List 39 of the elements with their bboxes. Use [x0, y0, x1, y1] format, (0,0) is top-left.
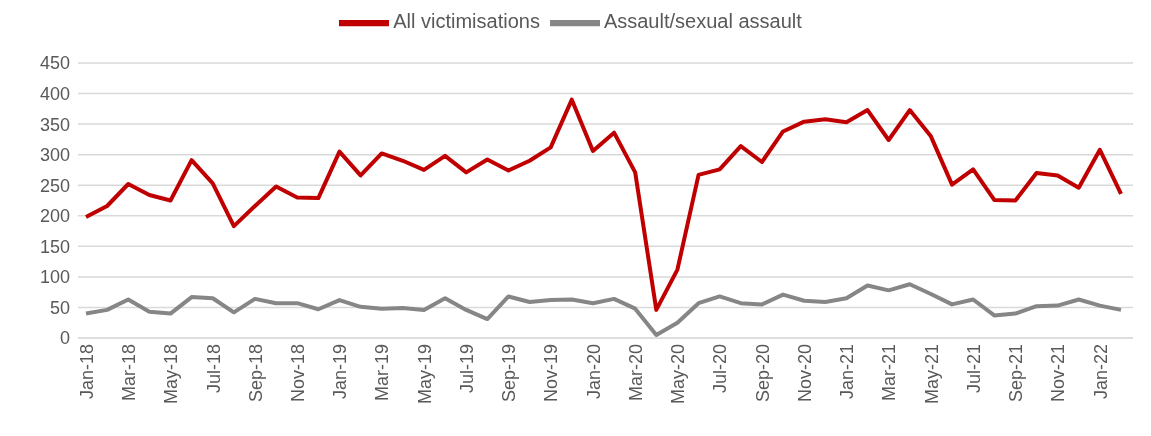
x-tick-label: Mar-19 — [372, 344, 393, 402]
legend-label: Assault/sexual assault — [603, 10, 802, 33]
x-tick-label: May-19 — [414, 344, 435, 405]
x-tick-label: Jul-20 — [710, 344, 731, 394]
x-tick-label: Jul-21 — [963, 344, 984, 394]
x-tick-label: Sep-19 — [499, 344, 520, 403]
y-tick-label: 300 — [39, 145, 70, 166]
x-tick-label: Nov-18 — [288, 344, 308, 403]
y-tick-label: 150 — [39, 236, 70, 257]
x-tick-label: Jan-20 — [583, 344, 604, 400]
y-tick-label: 450 — [39, 53, 70, 74]
x-tick-label: Mar-20 — [625, 344, 646, 402]
line-series — [84, 282, 1123, 337]
y-tick-label: 50 — [49, 297, 70, 318]
y-tick-label: 250 — [39, 175, 70, 196]
x-tick-label: Jul-18 — [203, 344, 224, 394]
x-tick-label: Jan-19 — [330, 344, 351, 400]
x-tick-label: Nov-20 — [794, 344, 815, 403]
x-tick-label: May-18 — [161, 344, 182, 405]
x-tick-label: May-20 — [668, 344, 689, 405]
x-tick-label: Mar-21 — [879, 344, 900, 402]
y-tick-label: 400 — [39, 83, 70, 104]
y-tick-label: 100 — [39, 267, 70, 288]
line-series — [84, 97, 1123, 312]
y-tick-label: 0 — [59, 328, 70, 349]
y-tick-label: 200 — [39, 206, 70, 227]
x-tick-label: Jan-21 — [837, 344, 858, 400]
x-tick-label: Nov-19 — [541, 344, 562, 403]
x-tick-label: Mar-18 — [119, 344, 140, 402]
x-tick-label: Sep-21 — [1006, 344, 1027, 403]
x-tick-label: Nov-21 — [1048, 344, 1069, 403]
legend-label: All victimisations — [393, 10, 540, 33]
x-tick-label: Jan-22 — [1090, 344, 1111, 400]
x-tick-label: Jan-18 — [76, 344, 97, 400]
x-tick-label: Jul-19 — [456, 344, 477, 394]
x-tick-label: Sep-20 — [752, 344, 773, 403]
y-tick-label: 350 — [39, 114, 70, 135]
x-tick-label: Sep-18 — [245, 344, 266, 403]
x-tick-label: May-21 — [921, 344, 942, 405]
